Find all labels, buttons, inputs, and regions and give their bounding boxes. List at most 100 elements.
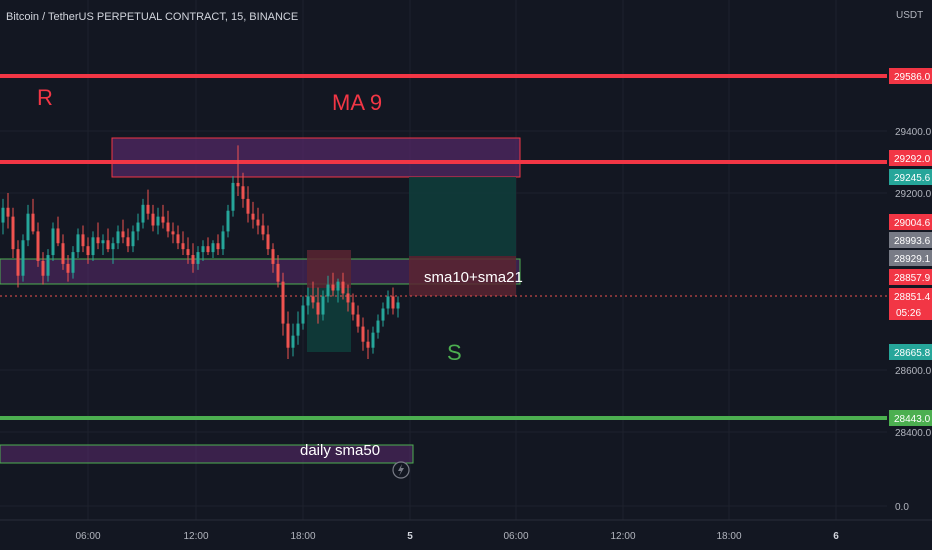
candle (106, 228, 110, 253)
candle (101, 234, 105, 256)
candle (386, 290, 390, 315)
candle (241, 172, 245, 208)
price-badge-label: 29292.0 (894, 154, 931, 165)
candle (381, 302, 385, 327)
candle (196, 246, 200, 270)
candle (166, 210, 170, 238)
time-tick-label: 06:00 (503, 531, 528, 542)
candle (6, 193, 10, 229)
candle (251, 201, 255, 229)
price-badge: 29586.0 (889, 68, 932, 84)
lightning-icon[interactable] (392, 461, 410, 479)
price-badge: 28857.9 (889, 269, 932, 285)
candle (286, 311, 290, 360)
candle (206, 237, 210, 256)
candle (81, 225, 85, 253)
label-sma-zone: sma10+sma21 (424, 269, 523, 286)
candle (346, 284, 350, 312)
candle (341, 272, 345, 300)
candle (226, 204, 230, 238)
candle (116, 225, 120, 250)
candle (271, 243, 275, 273)
candle (36, 222, 40, 267)
candle (296, 311, 300, 345)
candle (86, 237, 90, 264)
long-stop-zone[interactable] (409, 256, 516, 296)
time-tick-label: 12:00 (610, 531, 635, 542)
price-tick-label: 29200.0 (895, 189, 932, 200)
candle (191, 243, 195, 273)
candle (46, 249, 50, 282)
candle (121, 219, 125, 244)
label-ma9: MA 9 (332, 90, 382, 115)
candle (171, 222, 175, 244)
price-badge-label: 28443.0 (894, 414, 931, 425)
candle (231, 176, 235, 217)
time-tick-label: 12:00 (183, 531, 208, 542)
candle (16, 240, 20, 288)
candle (186, 237, 190, 264)
time-axis[interactable] (0, 520, 887, 550)
price-tick-label: 29400.0 (895, 127, 932, 138)
candle (266, 225, 270, 256)
resistance-zone[interactable] (111, 137, 521, 178)
price-tick-label: 0.0 (895, 502, 909, 513)
price-badge-label: 29004.6 (894, 218, 931, 229)
candle (261, 213, 265, 241)
candle (376, 314, 380, 339)
label-daily-sma: daily sma50 (300, 442, 380, 459)
candle (201, 240, 205, 261)
candle (76, 228, 80, 259)
price-labels: 29586.0 29292.0 29245.6 29004.6 28993.6 28929… (889, 68, 932, 426)
price-badge-label: 29245.6 (894, 173, 931, 184)
candle (161, 204, 165, 229)
symbol-title[interactable]: Bitcoin / TetherUS PERPETUAL CONTRACT, 1… (6, 11, 299, 23)
candle (11, 207, 15, 259)
candle (176, 225, 180, 250)
time-tick-label: 06:00 (75, 531, 100, 542)
candle (156, 207, 160, 235)
price-badge: 28443.0 (889, 410, 932, 426)
time-ticks: 06:00 12:00 18:00 5 06:00 12:00 18:00 6 (75, 531, 839, 542)
price-badge-label: 28993.6 (894, 236, 931, 247)
price-badge: 28665.8 (889, 344, 932, 360)
candle (26, 204, 30, 247)
candle (91, 231, 95, 261)
price-badge: 29004.6 (889, 214, 932, 230)
candle (321, 290, 325, 321)
candle (111, 237, 115, 264)
countdown-badge: 05:26 (889, 304, 932, 320)
candle (256, 207, 260, 235)
daily-sma-zone[interactable] (0, 444, 414, 464)
price-badge: 29245.6 (889, 169, 932, 185)
candle (306, 287, 310, 315)
candle (246, 186, 250, 223)
candle (351, 293, 355, 321)
label-support: S (447, 340, 462, 365)
candle (61, 234, 65, 270)
price-ticks: USDT 29400.0 29200.0 28600.0 28400.0 0.0 (895, 10, 932, 513)
price-tick-label: 28400.0 (895, 428, 932, 439)
candle (361, 317, 365, 351)
price-badge-label: 28857.9 (894, 273, 931, 284)
price-badge: 28929.1 (889, 250, 932, 266)
candle (391, 287, 395, 315)
candle (396, 296, 400, 318)
candle (51, 222, 55, 261)
price-tick-label: 28600.0 (895, 366, 932, 377)
candle (336, 278, 340, 303)
candle (56, 216, 60, 247)
candle (216, 234, 220, 256)
countdown-label: 05:26 (896, 308, 921, 319)
candle (71, 246, 75, 279)
candle (66, 255, 70, 282)
candle (371, 326, 375, 354)
long-target-zone[interactable] (409, 177, 516, 256)
candle (146, 189, 150, 220)
candle (276, 255, 280, 288)
candle (301, 296, 305, 330)
time-tick-label: 5 (407, 531, 413, 542)
candle (356, 305, 360, 333)
price-badge-label: 28665.8 (894, 348, 931, 359)
